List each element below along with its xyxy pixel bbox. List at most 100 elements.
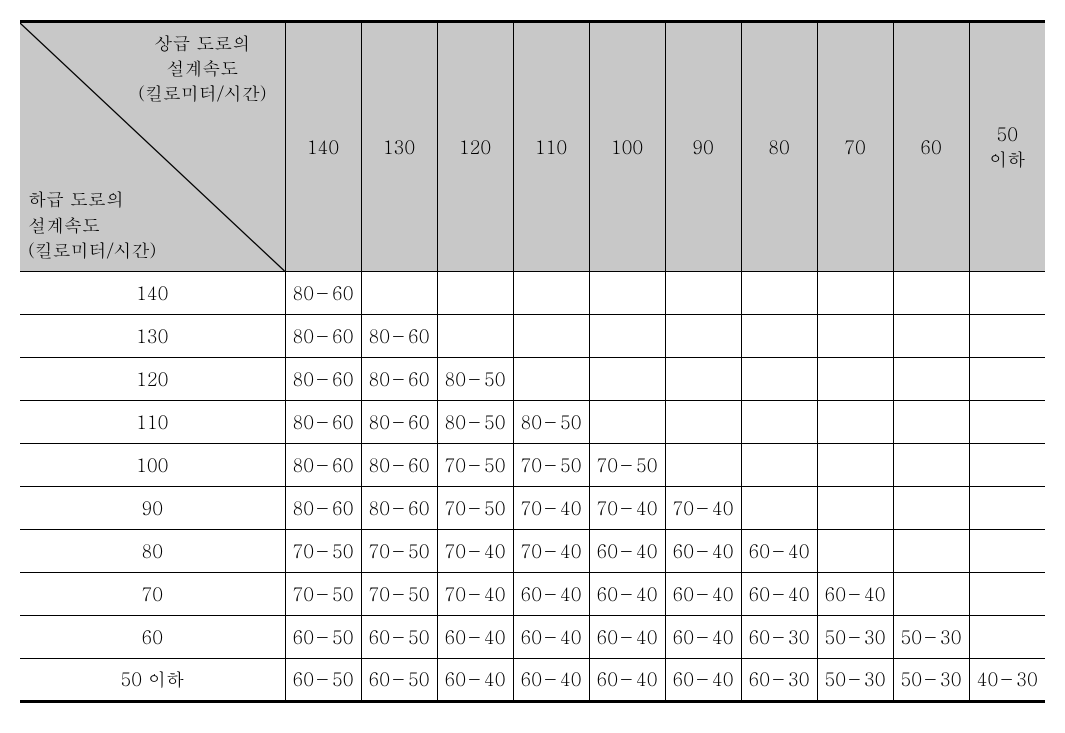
data-cell [665, 358, 741, 401]
row-label: 140 [20, 272, 285, 315]
data-cell: 80－60 [361, 444, 437, 487]
table-body: 14080－6013080－6080－6012080－6080－6080－501… [20, 272, 1045, 702]
data-cell: 50－30 [893, 659, 969, 702]
data-cell [969, 616, 1045, 659]
data-cell: 80－60 [361, 401, 437, 444]
data-cell [513, 272, 589, 315]
data-cell [969, 487, 1045, 530]
speed-table: 상급 도로의 설계속도 (킬로미터/시간) 하급 도로의 설계속도 (킬로미터/… [20, 20, 1045, 703]
data-cell: 60－40 [589, 573, 665, 616]
data-cell: 70－40 [589, 487, 665, 530]
table-row: 50 이하60－5060－5060－4060－4060－4060－4060－30… [20, 659, 1045, 702]
data-cell: 80－60 [285, 315, 361, 358]
data-cell [969, 444, 1045, 487]
data-cell: 70－50 [513, 444, 589, 487]
data-cell: 60－50 [285, 616, 361, 659]
data-cell: 60－50 [361, 616, 437, 659]
data-cell [741, 272, 817, 315]
diag-bottom-line1: 하급 도로의 [28, 187, 124, 212]
data-cell: 70－50 [437, 444, 513, 487]
data-cell [969, 315, 1045, 358]
data-cell: 70－50 [285, 530, 361, 573]
data-cell [741, 487, 817, 530]
table-row: 11080－6080－6080－5080－50 [20, 401, 1045, 444]
data-cell [817, 444, 893, 487]
data-cell: 70－40 [513, 487, 589, 530]
data-cell [437, 272, 513, 315]
data-cell [817, 401, 893, 444]
table-row: 14080－60 [20, 272, 1045, 315]
data-cell: 70－50 [361, 530, 437, 573]
table-row: 9080－6080－6070－5070－4070－4070－40 [20, 487, 1045, 530]
data-cell: 60－40 [665, 659, 741, 702]
data-cell [741, 315, 817, 358]
data-cell: 80－60 [361, 358, 437, 401]
table-row: 10080－6080－6070－5070－5070－50 [20, 444, 1045, 487]
data-cell: 80－50 [437, 401, 513, 444]
data-cell: 70－50 [285, 573, 361, 616]
diag-top-line3: (킬로미터/시간) [138, 81, 266, 106]
data-cell: 80－60 [285, 401, 361, 444]
data-cell [437, 315, 513, 358]
data-cell: 80－60 [285, 487, 361, 530]
data-cell: 80－50 [513, 401, 589, 444]
row-label: 110 [20, 401, 285, 444]
data-cell: 70－40 [665, 487, 741, 530]
data-cell [665, 444, 741, 487]
data-cell [969, 573, 1045, 616]
diag-bottom-line2: 설계속도 [28, 213, 100, 238]
data-cell: 60－40 [437, 659, 513, 702]
data-cell: 80－60 [285, 444, 361, 487]
table-row: 8070－5070－5070－4070－4060－4060－4060－40 [20, 530, 1045, 573]
data-cell: 60－40 [437, 616, 513, 659]
data-cell [741, 358, 817, 401]
data-cell: 60－40 [817, 573, 893, 616]
row-label: 50 이하 [20, 659, 285, 702]
data-cell [969, 401, 1045, 444]
data-cell: 40－30 [969, 659, 1045, 702]
diag-top-line2: 설계속도 [166, 56, 238, 81]
col-header: 120 [437, 22, 513, 272]
col-header: 90 [665, 22, 741, 272]
data-cell [893, 272, 969, 315]
data-cell: 60－40 [589, 530, 665, 573]
col-header: 140 [285, 22, 361, 272]
data-cell: 70－50 [589, 444, 665, 487]
data-cell [817, 315, 893, 358]
table-row: 13080－6080－60 [20, 315, 1045, 358]
data-cell [893, 358, 969, 401]
data-cell [665, 315, 741, 358]
data-cell [817, 358, 893, 401]
diag-bottom-label: 하급 도로의 설계속도 (킬로미터/시간) [28, 187, 156, 263]
data-cell: 70－40 [437, 530, 513, 573]
data-cell: 60－40 [665, 530, 741, 573]
data-cell: 60－40 [665, 616, 741, 659]
data-cell [589, 401, 665, 444]
data-cell [361, 272, 437, 315]
data-cell [893, 444, 969, 487]
data-cell [893, 487, 969, 530]
table-row: 12080－6080－6080－50 [20, 358, 1045, 401]
data-cell: 60－40 [665, 573, 741, 616]
row-label: 100 [20, 444, 285, 487]
row-label: 80 [20, 530, 285, 573]
data-cell [817, 487, 893, 530]
data-cell [665, 401, 741, 444]
data-cell: 60－40 [513, 573, 589, 616]
data-cell [969, 530, 1045, 573]
table-row: 6060－5060－5060－4060－4060－4060－4060－3050－… [20, 616, 1045, 659]
data-cell: 60－30 [741, 659, 817, 702]
data-cell: 70－50 [361, 573, 437, 616]
data-cell [589, 358, 665, 401]
data-cell [741, 401, 817, 444]
diag-top-label: 상급 도로의 설계속도 (킬로미터/시간) [138, 31, 266, 107]
data-cell: 80－50 [437, 358, 513, 401]
data-cell: 70－50 [437, 487, 513, 530]
data-cell: 70－40 [513, 530, 589, 573]
data-cell [893, 573, 969, 616]
col-header: 110 [513, 22, 589, 272]
row-label: 70 [20, 573, 285, 616]
data-cell [969, 358, 1045, 401]
row-label: 130 [20, 315, 285, 358]
diagonal-header-cell: 상급 도로의 설계속도 (킬로미터/시간) 하급 도로의 설계속도 (킬로미터/… [20, 22, 285, 272]
